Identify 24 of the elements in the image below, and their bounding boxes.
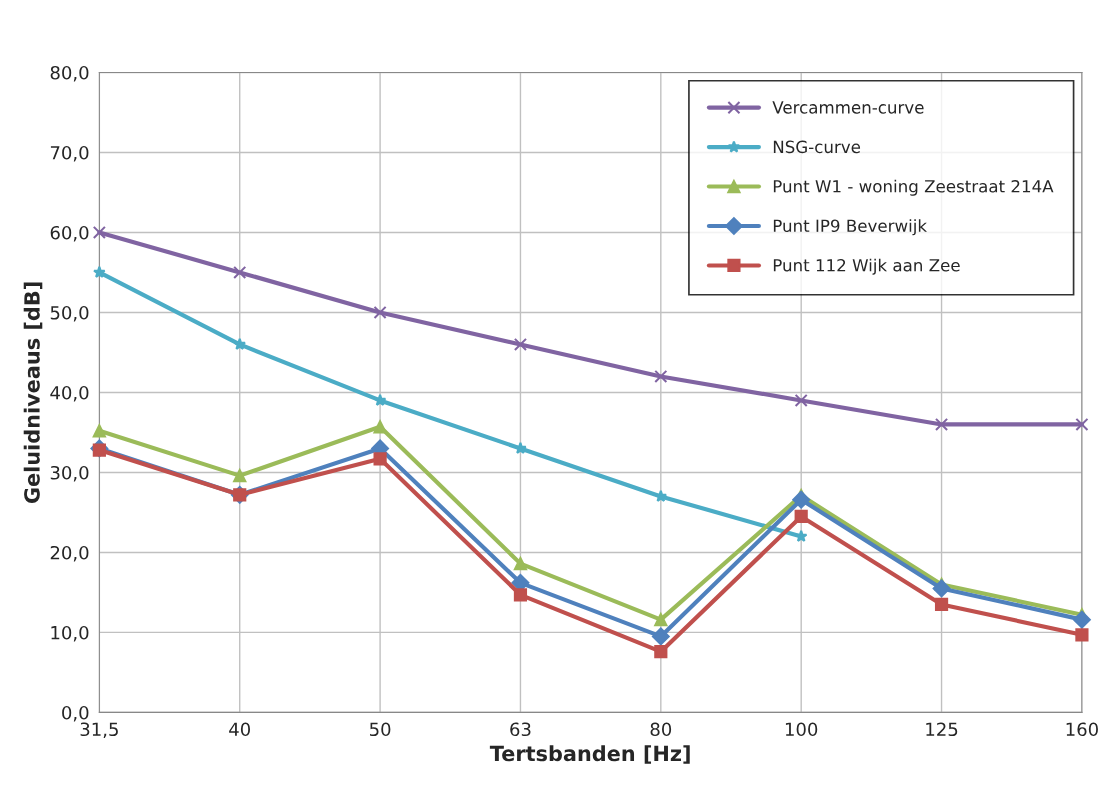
y-tick-label: 50,0 [50, 305, 89, 322]
x-tick-label: 50 [370, 722, 391, 737]
y-tick-label: 60,0 [50, 225, 89, 242]
y-tick-label: 80,0 [50, 65, 89, 82]
x-tick-label: 31,5 [80, 722, 118, 738]
legend-label: Punt 112 Wijk aan Zee [773, 258, 960, 275]
legend-label: Punt W1 - woning Zeestraat 214A [773, 179, 1054, 196]
legend-label: Punt IP9 Beverwijk [773, 219, 927, 236]
x-tick-label: 160 [1066, 722, 1098, 737]
y-axis-title: Geluidniveaus [dB] [23, 282, 43, 504]
y-tick-label: 40,0 [50, 385, 89, 402]
x-tick-label: 40 [229, 722, 251, 737]
x-tick-label: 63 [510, 722, 531, 737]
legend-label: Vercammen-curve [772, 101, 924, 114]
x-tick-label: 80 [650, 722, 672, 737]
legend-label: NSG-curve [773, 140, 861, 154]
y-tick-label: 30,0 [50, 465, 89, 482]
x-axis-title: Tertsbanden [Hz] [489, 745, 690, 764]
y-tick-label: 70,0 [50, 145, 89, 162]
y-tick-label: 20,0 [50, 545, 89, 562]
y-tick-label: 10,0 [51, 625, 89, 642]
y-tick-label: 0,0 [62, 705, 89, 722]
x-tick-label: 125 [926, 722, 958, 737]
x-tick-label: 100 [785, 722, 818, 737]
